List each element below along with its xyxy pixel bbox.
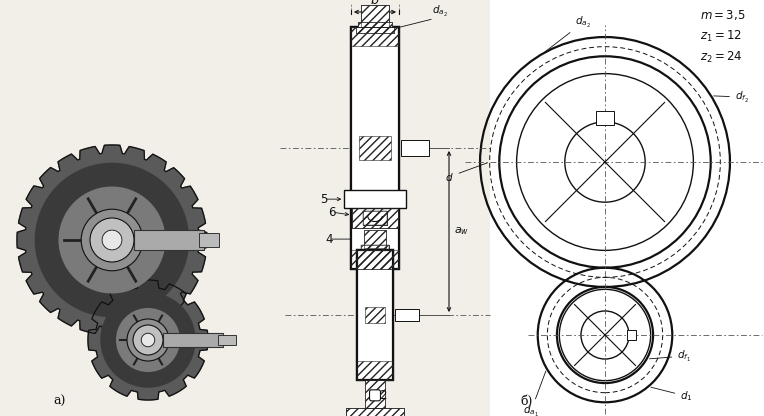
Bar	[351, 27, 399, 269]
Bar	[361, 245, 390, 250]
Bar	[490, 0, 764, 416]
Text: 5: 5	[321, 193, 328, 206]
Bar	[357, 362, 393, 380]
Text: $d_{f_2}$: $d_{f_2}$	[714, 89, 749, 104]
Bar	[401, 140, 429, 156]
Text: $b$: $b$	[371, 0, 380, 7]
Polygon shape	[17, 145, 207, 335]
Text: $m = 3{,}5$
$z_1 = 12$
$z_2 = 24$: $m = 3{,}5$ $z_1 = 12$ $z_2 = 24$	[700, 8, 746, 65]
Text: $d_1$: $d_1$	[651, 387, 693, 403]
Polygon shape	[101, 293, 195, 387]
Text: 2: 2	[379, 389, 387, 402]
Polygon shape	[59, 187, 165, 293]
Bar	[361, 5, 389, 27]
Bar	[351, 27, 399, 269]
Bar	[346, 408, 404, 416]
Bar	[356, 27, 393, 33]
Bar	[359, 136, 391, 160]
Bar	[357, 250, 393, 269]
Bar	[357, 250, 393, 380]
Bar	[199, 233, 219, 247]
Bar	[357, 250, 393, 269]
Bar	[364, 230, 386, 248]
Text: 4: 4	[325, 233, 333, 245]
Bar	[363, 211, 387, 225]
Bar	[351, 27, 399, 46]
Text: $d_{a_1}$: $d_{a_1}$	[523, 371, 545, 416]
Circle shape	[141, 333, 155, 347]
Circle shape	[102, 230, 122, 250]
Bar	[365, 307, 385, 323]
Bar	[365, 307, 385, 323]
Bar	[627, 329, 636, 340]
Text: $d_{a_2}$: $d_{a_2}$	[432, 4, 448, 20]
Bar	[218, 335, 236, 345]
Circle shape	[81, 209, 143, 271]
Text: 6: 6	[329, 206, 336, 219]
Bar	[345, 190, 406, 208]
Bar	[365, 380, 385, 408]
Text: $d_{f_1}$: $d_{f_1}$	[649, 349, 691, 364]
Bar	[363, 211, 387, 225]
Bar	[357, 362, 393, 380]
FancyBboxPatch shape	[370, 390, 380, 401]
Bar	[361, 245, 390, 250]
Bar	[365, 307, 385, 323]
Bar	[352, 208, 398, 228]
Bar	[134, 230, 204, 250]
Bar	[361, 5, 389, 27]
Circle shape	[90, 218, 134, 262]
Bar	[365, 380, 385, 408]
Bar	[361, 245, 390, 250]
Bar	[363, 211, 387, 225]
Bar	[395, 309, 419, 321]
Bar	[163, 333, 223, 347]
Text: $d$: $d$	[445, 163, 487, 183]
Bar	[351, 27, 399, 46]
Polygon shape	[117, 309, 180, 371]
Circle shape	[127, 319, 169, 361]
Bar	[357, 250, 393, 380]
Bar	[364, 230, 386, 248]
Text: $d_{a_2}$: $d_{a_2}$	[545, 15, 591, 52]
Bar	[351, 250, 399, 269]
Bar	[352, 208, 398, 228]
Bar	[596, 111, 614, 125]
Bar	[358, 22, 392, 27]
Polygon shape	[88, 280, 208, 400]
Bar	[351, 250, 399, 269]
Bar	[358, 22, 392, 27]
Bar	[356, 27, 393, 33]
Text: б): б)	[520, 395, 533, 408]
Text: а): а)	[53, 395, 66, 408]
Polygon shape	[35, 163, 189, 317]
Bar	[359, 136, 391, 160]
Text: $a_w$: $a_w$	[454, 225, 469, 238]
Circle shape	[133, 325, 163, 355]
Bar	[359, 136, 391, 160]
Bar	[346, 408, 404, 416]
